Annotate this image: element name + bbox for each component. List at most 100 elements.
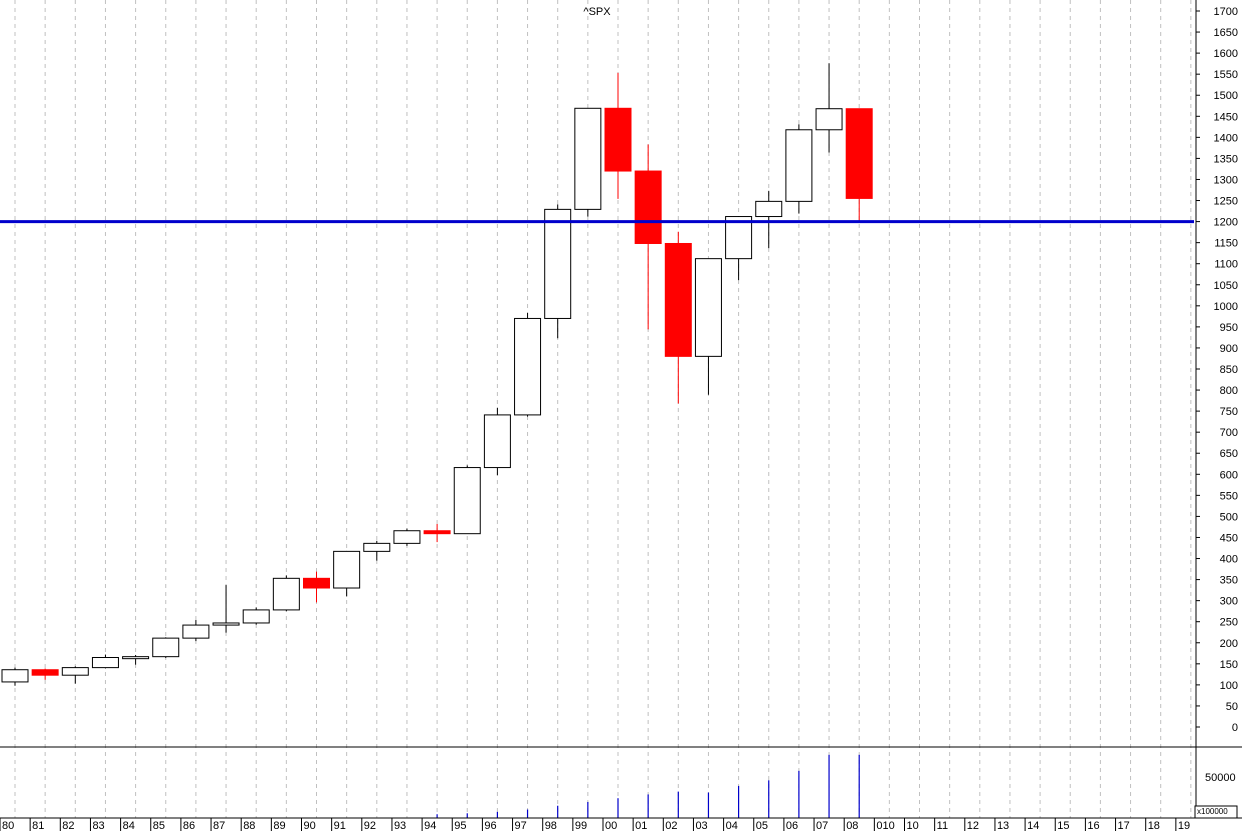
y-axis: 0 50 100 150 200 250 300 350 400 450 500 550 600 650 7…: [1196, 6, 1238, 734]
x-tick-label-12: 12: [967, 820, 979, 831]
candle-body-84: [122, 656, 150, 660]
x-tick-label-94: 94: [424, 820, 436, 831]
x-tick-label-00: 00: [605, 820, 617, 831]
y-tick-label-1450: 1450: [1214, 111, 1238, 123]
x-tick-label-85: 85: [153, 820, 165, 831]
y-tick-label-450: 450: [1220, 532, 1238, 544]
x-tick-label-83: 83: [92, 820, 104, 831]
x-tick-label-91: 91: [334, 820, 346, 831]
y-tick-label-700: 700: [1220, 427, 1238, 439]
x-tick-label-81: 81: [32, 820, 44, 831]
x-tick-label-90: 90: [304, 820, 316, 831]
y-tick-label-650: 650: [1220, 448, 1238, 460]
y-tick-label-150: 150: [1220, 659, 1238, 671]
x-tick-label-03: 03: [695, 820, 707, 831]
x-tick-label-07: 07: [816, 820, 828, 831]
candle-body-98: [544, 208, 572, 319]
candle-body-92: [363, 542, 391, 552]
y-tick-label-750: 750: [1220, 406, 1238, 418]
y-tick-label-1550: 1550: [1214, 69, 1238, 81]
x-tick-label-89: 89: [273, 820, 285, 831]
candle-body-96: [483, 414, 511, 469]
candle-body-80: [1, 669, 29, 683]
x-tick-label-14: 14: [1027, 820, 1039, 831]
candle-body-05: [755, 200, 783, 218]
x-tick-label-06: 06: [786, 820, 798, 831]
y-tick-label-950: 950: [1220, 322, 1238, 334]
y-tick-label-100: 100: [1220, 680, 1238, 692]
y-tick-label-1150: 1150: [1214, 238, 1238, 250]
candle-body-86: [182, 624, 210, 639]
y-tick-label-1350: 1350: [1214, 153, 1238, 165]
candle-body-89: [272, 577, 300, 611]
y-tick-label-50: 50: [1226, 701, 1238, 713]
candle-layer: [1, 63, 873, 686]
x-tick-label-95: 95: [454, 820, 466, 831]
y-tick-label-1500: 1500: [1214, 90, 1238, 102]
candle-body-88: [242, 609, 270, 624]
grid-layer: [14, 0, 1192, 818]
candle-body-00: [604, 107, 632, 172]
y-tick-label-250: 250: [1220, 617, 1238, 629]
x-tick-label-88: 88: [243, 820, 255, 831]
x-tick-label-84: 84: [123, 820, 135, 831]
candle-body-95: [453, 467, 481, 535]
x-tick-label-99: 99: [575, 820, 587, 831]
x-tick-label-08: 08: [846, 820, 858, 831]
x-tick-label-02: 02: [665, 820, 677, 831]
x-tick-label-13: 13: [997, 820, 1009, 831]
y-tick-label-0: 0: [1232, 722, 1238, 734]
x-tick-label-19: 19: [1178, 820, 1190, 831]
x-tick-label-010: 010: [876, 820, 894, 831]
candle-body-91: [333, 550, 361, 589]
volume-multiplier-box: [1194, 805, 1238, 819]
frame-layer: [0, 0, 1242, 819]
y-tick-label-400: 400: [1220, 554, 1238, 566]
x-tick-label-80: 80: [2, 820, 14, 831]
y-tick-label-200: 200: [1220, 638, 1238, 650]
candle-body-07: [815, 108, 843, 131]
candle-body-99: [574, 107, 602, 210]
x-tick-label-96: 96: [484, 820, 496, 831]
volume-layer: [436, 754, 860, 818]
y-tick-label-1250: 1250: [1214, 196, 1238, 208]
y-tick-label-1100: 1100: [1214, 259, 1238, 271]
candle-body-08: [845, 108, 873, 199]
y-tick-label-1200: 1200: [1214, 217, 1238, 229]
y-tick-label-1000: 1000: [1214, 301, 1238, 313]
candle-body-01: [634, 170, 662, 244]
y-tick-label-850: 850: [1220, 364, 1238, 376]
x-tick-label-11: 11: [937, 820, 948, 831]
candle-body-06: [785, 129, 813, 202]
candle-body-81: [31, 669, 59, 676]
x-tick-label-01: 01: [635, 820, 647, 831]
x-tick-label-82: 82: [62, 820, 74, 831]
candle-body-90: [303, 577, 330, 589]
candle-body-94: [423, 530, 451, 535]
y-tick-label-500: 500: [1220, 511, 1238, 523]
chart-title: ^SPX: [583, 6, 611, 18]
candle-body-03: [694, 258, 722, 357]
candle-body-82: [61, 667, 89, 676]
y-tick-label-1050: 1050: [1214, 280, 1238, 292]
x-tick-label-97: 97: [515, 820, 527, 831]
x-tick-label-04: 04: [726, 820, 738, 831]
y-tick-label-1400: 1400: [1214, 132, 1238, 144]
y-tick-label-1700: 1700: [1214, 6, 1238, 18]
y-tick-label-600: 600: [1220, 469, 1238, 481]
y-tick-label-300: 300: [1220, 596, 1238, 608]
x-tick-label-98: 98: [545, 820, 557, 831]
candle-body-04: [725, 216, 753, 260]
y-tick-label-900: 900: [1220, 343, 1238, 355]
x-tick-label-10: 10: [907, 820, 919, 831]
candle-body-85: [152, 637, 180, 658]
x-axis: 80 81 82 83 84 85 86 87 88 89 90 91 92 93 94 95 96 97 98 99…: [0, 818, 1190, 832]
volume-multiplier-label: x100000: [1197, 807, 1228, 816]
candle-body-83: [91, 657, 119, 669]
x-tick-label-86: 86: [183, 820, 195, 831]
y-tick-label-350: 350: [1220, 575, 1238, 587]
y-tick-label-1600: 1600: [1214, 48, 1238, 60]
x-tick-label-17: 17: [1118, 820, 1130, 831]
